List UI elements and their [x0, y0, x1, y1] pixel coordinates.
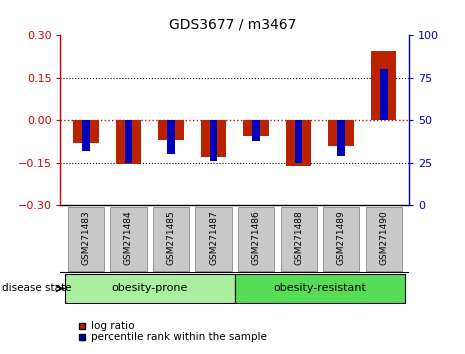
- FancyBboxPatch shape: [68, 207, 104, 271]
- Bar: [243, 120, 269, 136]
- Text: obesity-resistant: obesity-resistant: [273, 283, 366, 293]
- Text: GSM271483: GSM271483: [81, 210, 91, 265]
- Text: GSM271490: GSM271490: [379, 210, 388, 265]
- Text: GSM271487: GSM271487: [209, 210, 218, 265]
- FancyBboxPatch shape: [235, 274, 405, 303]
- Bar: [210, 120, 218, 161]
- FancyBboxPatch shape: [153, 207, 189, 271]
- FancyBboxPatch shape: [238, 207, 274, 271]
- Bar: [82, 120, 90, 151]
- Bar: [295, 120, 302, 163]
- Bar: [116, 120, 141, 164]
- Bar: [286, 120, 312, 166]
- Bar: [167, 120, 175, 154]
- Text: GSM271485: GSM271485: [166, 210, 175, 265]
- Text: GSM271484: GSM271484: [124, 210, 133, 265]
- Text: percentile rank within the sample: percentile rank within the sample: [91, 332, 266, 342]
- Bar: [125, 120, 133, 163]
- Text: log ratio: log ratio: [91, 321, 134, 331]
- FancyBboxPatch shape: [323, 207, 359, 271]
- FancyBboxPatch shape: [195, 207, 232, 271]
- Bar: [337, 120, 345, 156]
- Text: disease state: disease state: [2, 283, 72, 293]
- FancyBboxPatch shape: [110, 207, 146, 271]
- Bar: [328, 120, 354, 146]
- Text: GSM271486: GSM271486: [252, 210, 260, 265]
- Text: obesity-prone: obesity-prone: [112, 283, 188, 293]
- FancyBboxPatch shape: [365, 207, 402, 271]
- Text: GSM271488: GSM271488: [294, 210, 303, 265]
- FancyBboxPatch shape: [280, 207, 317, 271]
- Bar: [73, 120, 99, 143]
- Bar: [252, 120, 260, 141]
- Text: GDS3677 / m3467: GDS3677 / m3467: [169, 18, 296, 32]
- FancyBboxPatch shape: [65, 274, 235, 303]
- Text: GSM271489: GSM271489: [337, 210, 345, 265]
- Bar: [158, 120, 184, 140]
- Bar: [201, 120, 226, 157]
- Bar: [371, 51, 397, 120]
- Bar: [380, 69, 387, 120]
